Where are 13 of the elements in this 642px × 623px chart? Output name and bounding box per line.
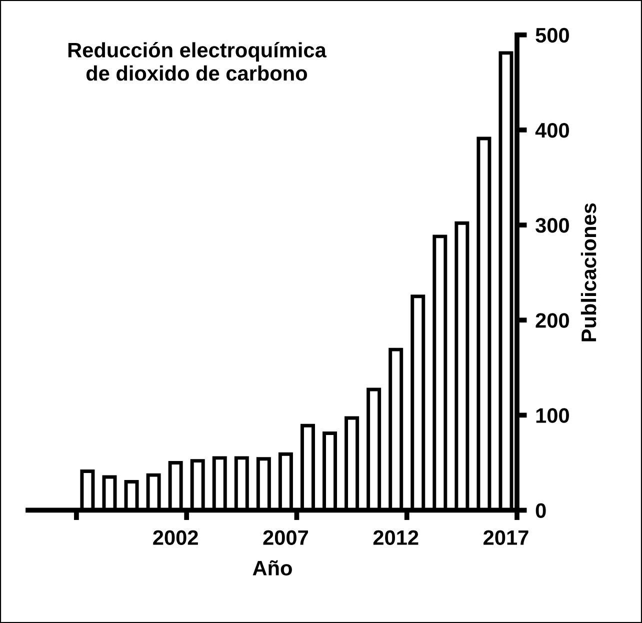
- y-tick-label: 100: [536, 408, 569, 423]
- x-axis-title: Año: [252, 560, 292, 576]
- y-tick-label: 200: [536, 313, 569, 328]
- x-tick-label: 2007: [263, 530, 308, 545]
- x-tick-label: 2017: [484, 530, 528, 545]
- y-axis-title: Publicaciones: [580, 203, 596, 342]
- y-tick-label: 400: [535, 122, 569, 138]
- y-tick-label: 300: [536, 218, 569, 233]
- y-tick-label: 500: [536, 28, 569, 43]
- x-tick-label: 2012: [373, 530, 418, 545]
- y-tick-label: 0: [536, 503, 546, 518]
- x-tick-label: 2002: [153, 530, 198, 545]
- text: Reducción electroquímica de dioxido de carbono: [68, 42, 327, 81]
